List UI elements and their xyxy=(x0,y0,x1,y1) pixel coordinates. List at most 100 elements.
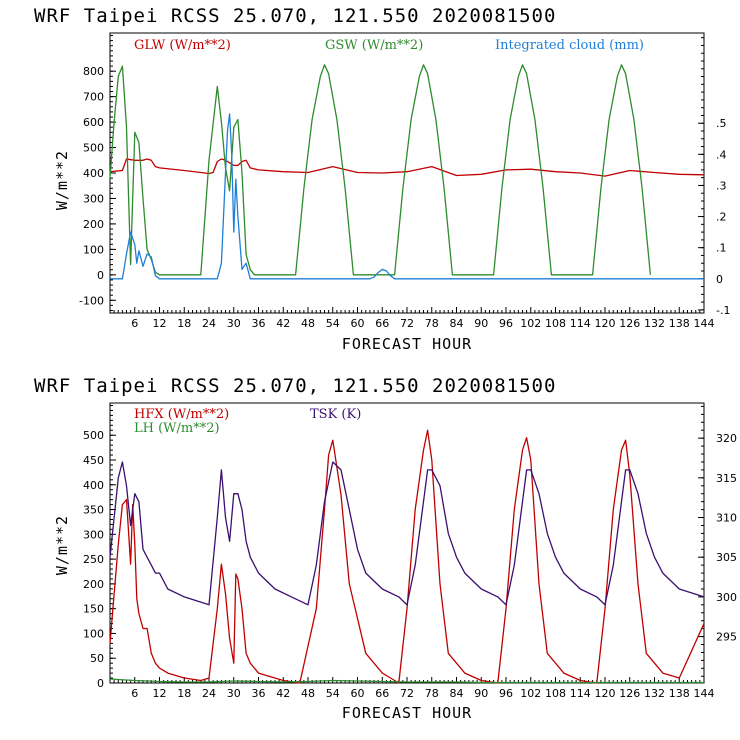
x-tick-label-bottom: 96 xyxy=(499,687,513,700)
y2-tick-label-bottom: 315 xyxy=(716,472,737,485)
x-tick-label-top: 30 xyxy=(227,317,241,330)
x-tick-label-top: 90 xyxy=(474,317,488,330)
y-tick-label-top: 200 xyxy=(83,218,104,231)
x-tick-label-bottom: 24 xyxy=(202,687,216,700)
x-tick-label-bottom: 78 xyxy=(425,687,439,700)
y2-tick-label-bottom: 305 xyxy=(716,551,737,564)
y-tick-label-bottom: 300 xyxy=(83,528,104,541)
series-bottom xyxy=(109,429,705,684)
x-tick-label-top: 66 xyxy=(375,317,389,330)
x-tick-label-bottom: 138 xyxy=(669,687,690,700)
y2-tick-label-top: .3 xyxy=(716,179,727,192)
x-tick-label-bottom: 36 xyxy=(252,687,266,700)
y-tick-label-top: 400 xyxy=(83,167,104,180)
x-tick-label-top: 18 xyxy=(177,317,191,330)
y2-tick-label-bottom: 310 xyxy=(716,512,737,525)
x-tick-label-bottom: 66 xyxy=(375,687,389,700)
x-tick-label-top: 6 xyxy=(131,317,138,330)
y-tick-label-top: 800 xyxy=(83,65,104,78)
x-tick-label-top: 60 xyxy=(351,317,365,330)
y2-tick-label-top: .2 xyxy=(716,211,727,224)
y2-tick-label-top: .4 xyxy=(716,148,727,161)
x-tick-label-top: 42 xyxy=(276,317,290,330)
series-line-lh xyxy=(109,678,704,684)
x-tick-label-top: 96 xyxy=(499,317,513,330)
x-tick-label-bottom: 144 xyxy=(694,687,715,700)
y-tick-label-bottom: 200 xyxy=(83,578,104,591)
x-tick-label-bottom: 102 xyxy=(520,687,541,700)
panel-top: WRF Taipei RCSS 25.070, 121.550 20200815… xyxy=(34,5,730,353)
series-top xyxy=(109,64,705,280)
x-tick-label-top: 126 xyxy=(619,317,640,330)
x-tick-label-top: 36 xyxy=(252,317,266,330)
y-tick-label-bottom: 50 xyxy=(90,652,104,665)
y-tick-label-bottom: 100 xyxy=(83,627,104,640)
xlabel-bottom: FORECAST HOUR xyxy=(342,704,472,722)
x-tick-label-top: 24 xyxy=(202,317,216,330)
x-tick-label-top: 108 xyxy=(545,317,566,330)
x-tick-label-bottom: 132 xyxy=(644,687,665,700)
legend-tsk: TSK (K) xyxy=(310,407,361,422)
x-tick-label-bottom: 54 xyxy=(326,687,340,700)
legend-gsw: GSW (W/m**2) xyxy=(325,38,423,53)
title-bottom: WRF Taipei RCSS 25.070, 121.550 20200815… xyxy=(34,375,556,397)
series-line-integrated-cloud xyxy=(110,113,704,280)
series-line-glw xyxy=(109,158,705,177)
x-tick-label-bottom: 126 xyxy=(619,687,640,700)
title-top: WRF Taipei RCSS 25.070, 121.550 20200815… xyxy=(34,5,556,27)
x-tick-label-bottom: 18 xyxy=(177,687,191,700)
x-tick-label-top: 54 xyxy=(326,317,340,330)
legend-lh: LH (W/m**2) xyxy=(134,421,220,436)
y-tick-label-bottom: 0 xyxy=(97,677,104,690)
y-tick-label-top: 100 xyxy=(83,243,104,256)
ylabel-top: W/m**2 xyxy=(53,150,71,210)
x-tick-label-top: 132 xyxy=(644,317,665,330)
x-tick-label-top: 78 xyxy=(425,317,439,330)
y-tick-label-bottom: 350 xyxy=(83,504,104,517)
ylabel-bottom: W/m**2 xyxy=(53,515,71,575)
y-tick-label-bottom: 400 xyxy=(83,479,104,492)
axes-top: 6 12 18 24 30 36 42 48 54 60 66 72 78 84 90 96 102 108 114… xyxy=(79,35,730,330)
y2-tick-label-bottom: 320 xyxy=(716,432,737,445)
series-line-tsk xyxy=(109,461,705,606)
series-line-hfx xyxy=(109,429,705,684)
y-tick-label-bottom: 450 xyxy=(83,454,104,467)
legend-hfx: HFX (W/m**2) xyxy=(134,407,229,422)
x-tick-label-bottom: 84 xyxy=(450,687,464,700)
x-tick-label-top: 72 xyxy=(400,317,414,330)
x-tick-label-bottom: 90 xyxy=(474,687,488,700)
y-tick-label-bottom: 150 xyxy=(83,603,104,616)
y-tick-label-top: 0 xyxy=(97,269,104,282)
y2-tick-label-top: .1 xyxy=(716,242,727,255)
y-tick-label-top: -100 xyxy=(79,294,104,307)
x-tick-label-top: 102 xyxy=(520,317,541,330)
x-tick-label-bottom: 60 xyxy=(351,687,365,700)
y-tick-label-top: 600 xyxy=(83,116,104,129)
legend-cloud: Integrated cloud (mm) xyxy=(495,38,644,53)
x-tick-label-bottom: 114 xyxy=(570,687,591,700)
xlabel-top: FORECAST HOUR xyxy=(342,335,472,353)
legend-glw: GLW (W/m**2) xyxy=(134,38,231,53)
x-tick-label-top: 138 xyxy=(669,317,690,330)
x-tick-label-top: 48 xyxy=(301,317,315,330)
y2-tick-label-top: 0 xyxy=(716,273,723,286)
y-tick-label-bottom: 250 xyxy=(83,553,104,566)
y2-tick-label-top: -.1 xyxy=(716,304,730,317)
y-tick-label-top: 300 xyxy=(83,192,104,205)
x-tick-label-bottom: 48 xyxy=(301,687,315,700)
x-tick-label-top: 12 xyxy=(153,317,167,330)
x-tick-label-bottom: 30 xyxy=(227,687,241,700)
x-tick-label-bottom: 42 xyxy=(276,687,290,700)
x-tick-label-bottom: 72 xyxy=(400,687,414,700)
x-tick-label-top: 144 xyxy=(694,317,715,330)
x-tick-label-bottom: 6 xyxy=(131,687,138,700)
x-tick-label-top: 84 xyxy=(450,317,464,330)
y2-tick-label-bottom: 300 xyxy=(716,591,737,604)
y-tick-label-top: 500 xyxy=(83,142,104,155)
x-tick-label-bottom: 120 xyxy=(595,687,616,700)
y2-tick-label-top: .5 xyxy=(716,117,727,130)
x-tick-label-bottom: 12 xyxy=(153,687,167,700)
x-tick-label-top: 120 xyxy=(595,317,616,330)
panel-bottom: WRF Taipei RCSS 25.070, 121.550 20200815… xyxy=(34,375,737,722)
